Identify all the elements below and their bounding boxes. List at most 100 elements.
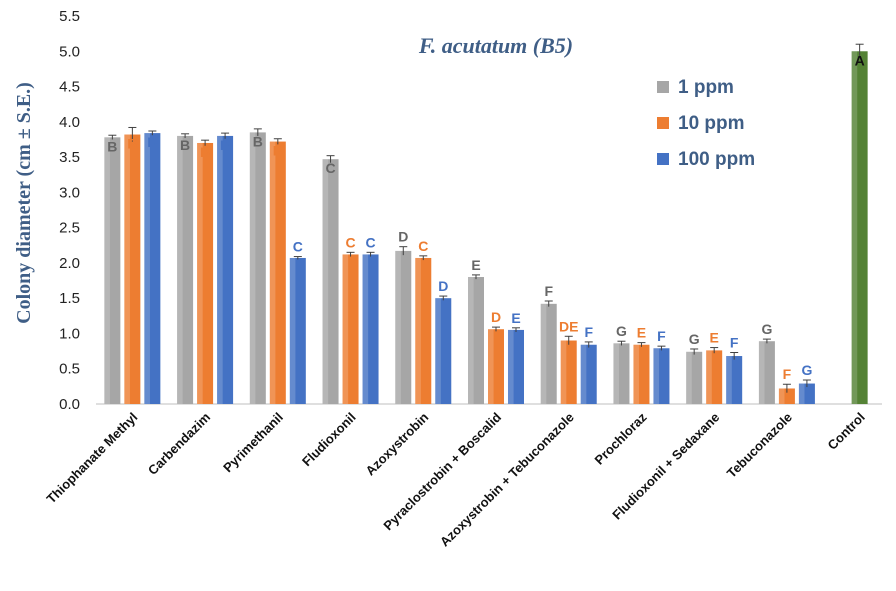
data-label: D (438, 278, 448, 294)
bar (144, 133, 161, 404)
bar (197, 142, 214, 404)
bar (851, 51, 868, 404)
bar-highlight (580, 344, 587, 404)
bar-highlight (104, 137, 110, 404)
bar (726, 356, 743, 404)
x-tick-label: Thiophanate Methyl (44, 410, 141, 507)
data-label: C (365, 234, 375, 250)
bar-highlight (177, 135, 183, 404)
bar (778, 388, 795, 404)
bar-highlight (758, 341, 765, 404)
bar-highlight (269, 141, 276, 404)
data-label: B (220, 137, 230, 153)
bar-highlight (706, 350, 712, 404)
y-tick-label: 5.0 (59, 43, 80, 60)
data-label: F (730, 335, 739, 351)
legend-swatch (657, 153, 669, 165)
bar-highlight (197, 142, 203, 404)
y-tick-label: 1.5 (59, 290, 80, 307)
legend-label: 10 ppm (678, 113, 745, 134)
bar (395, 250, 412, 404)
data-label: G (689, 331, 700, 347)
bar (249, 132, 266, 404)
bar (686, 351, 703, 404)
x-tick-label: Fludioxonil (299, 410, 359, 470)
bar (560, 340, 577, 404)
bar (217, 135, 234, 404)
bar (706, 350, 723, 404)
bar-highlight (144, 133, 150, 404)
legend-label: 100 ppm (678, 149, 755, 170)
data-label: F (584, 324, 593, 340)
bar-highlight (435, 298, 441, 404)
bar (653, 348, 670, 404)
data-label: C (418, 238, 428, 254)
data-label: F (544, 283, 553, 299)
bar (488, 329, 504, 404)
bar-highlight (289, 257, 296, 404)
data-label: C (325, 160, 335, 176)
y-tick-label: 4.0 (59, 114, 80, 131)
data-label: B (273, 143, 283, 159)
data-label: E (637, 325, 646, 341)
data-label: B (180, 137, 190, 153)
data-label: D (491, 309, 501, 325)
bar-highlight (249, 132, 256, 404)
bar (633, 344, 650, 404)
x-tick-label: Tebuconazole (724, 410, 795, 481)
bar-highlight (560, 340, 567, 404)
y-tick-label: 2.5 (59, 220, 80, 237)
data-label: B (127, 136, 137, 152)
bar (104, 137, 121, 404)
y-tick-label: 3.0 (59, 184, 80, 201)
y-tick-label: 5.5 (59, 8, 80, 25)
data-label: F (783, 366, 792, 382)
data-label: G (761, 321, 772, 337)
data-label: F (657, 328, 666, 344)
legend-swatch (657, 117, 669, 129)
legend-swatch (657, 81, 669, 93)
data-label: D (398, 229, 408, 245)
y-tick-label: 2.0 (59, 255, 80, 272)
data-label: G (801, 362, 812, 378)
bar-highlight (468, 277, 474, 404)
bar-highlight (415, 257, 421, 404)
bar-highlight (778, 388, 785, 404)
bar (124, 134, 141, 404)
x-tick-label: Pyrimethanil (220, 410, 286, 476)
bar (758, 341, 775, 404)
bar-highlight (686, 351, 692, 404)
bar (798, 383, 815, 404)
bar (540, 303, 557, 404)
bar-highlight (395, 250, 401, 404)
y-tick-label: 3.5 (59, 149, 80, 166)
bar (415, 257, 432, 404)
x-tick-label: Azoxystrobin (363, 409, 432, 478)
bar-highlight (322, 159, 329, 404)
bar (362, 254, 379, 404)
data-label: B (107, 138, 117, 154)
data-label: E (511, 310, 520, 326)
bar (468, 277, 484, 404)
bar (342, 254, 359, 404)
bar (435, 298, 452, 404)
data-label: B (253, 133, 263, 149)
bar-highlight (613, 343, 620, 404)
bar-highlight (342, 254, 349, 404)
bar (508, 329, 524, 404)
bar-highlight (633, 344, 640, 404)
legend-label: 1 ppm (678, 77, 734, 98)
bar-highlight (540, 303, 547, 404)
bar (177, 135, 194, 404)
bar (580, 344, 597, 404)
x-tick-label: Pyraclostrobin + Boscalid (380, 409, 504, 533)
data-label: A (855, 52, 865, 68)
bar-highlight (124, 134, 130, 404)
data-label: G (616, 323, 627, 339)
y-tick-label: 1.0 (59, 325, 80, 342)
data-label: B (200, 144, 210, 160)
bar-highlight (798, 383, 805, 404)
y-tick-label: 0.5 (59, 361, 80, 378)
data-label: DE (559, 318, 578, 334)
